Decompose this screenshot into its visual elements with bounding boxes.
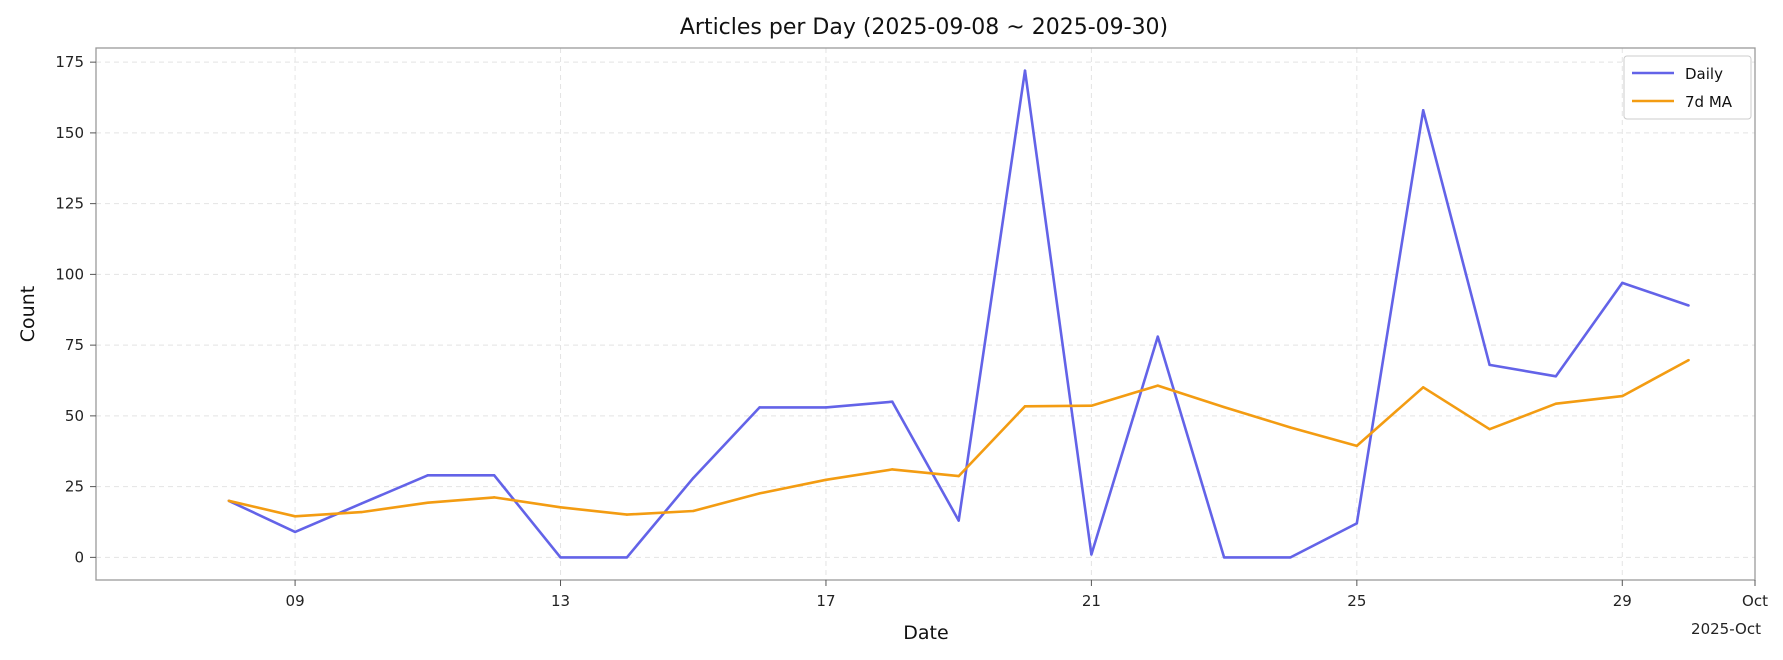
x-tick-label: 21 [1082, 592, 1101, 610]
y-tick-label: 125 [55, 195, 84, 213]
data-point [492, 474, 496, 477]
data-point [293, 530, 297, 534]
data-point [1355, 522, 1359, 525]
data-point [1621, 281, 1624, 285]
data-point [360, 502, 363, 505]
y-tick-label: 50 [65, 407, 84, 425]
y-tick-label: 75 [65, 336, 84, 354]
data-point [227, 499, 230, 502]
x-axis-title: Date [903, 622, 948, 644]
y-axis-ticks: 0 25 50 75 100 125 150 175 [55, 53, 96, 566]
legend-label-7d-ma: 7d MA [1685, 93, 1733, 111]
data-point [692, 476, 695, 480]
data-point [1488, 363, 1491, 367]
data-point [1156, 335, 1159, 338]
data-point [1554, 402, 1558, 405]
x-axis-ticks: 09 13 17 21 25 29 Oct [286, 580, 1768, 610]
data-point [1687, 358, 1690, 362]
data-point [758, 492, 761, 495]
y-tick-label: 175 [55, 53, 84, 71]
data-point [824, 478, 828, 482]
data-point [559, 556, 562, 559]
x-tick-label: 13 [551, 592, 570, 610]
data-point [1090, 553, 1093, 556]
data-point [1422, 109, 1425, 112]
legend-label-daily: Daily [1685, 65, 1723, 83]
data-point [957, 474, 960, 478]
data-point [559, 506, 562, 509]
data-point [692, 509, 695, 513]
data-point [824, 406, 828, 409]
x-tick-label: 25 [1347, 592, 1366, 610]
data-point [625, 556, 629, 559]
x-tick-label: 09 [286, 592, 305, 610]
data-point [1023, 405, 1027, 408]
data-point [1488, 427, 1491, 431]
x-tick-label: 17 [816, 592, 835, 610]
plot-frame [95, 47, 1756, 581]
data-point [1554, 375, 1558, 378]
data-point [1621, 394, 1624, 398]
data-point [360, 510, 363, 514]
y-tick-label: 150 [55, 124, 84, 142]
series-lines [227, 69, 1690, 559]
grid-lines [96, 48, 1756, 580]
data-point [426, 474, 429, 477]
y-tick-label: 100 [55, 265, 84, 283]
y-tick-label: 0 [74, 548, 84, 566]
x-tick-label: 29 [1613, 592, 1632, 610]
data-point [758, 406, 761, 409]
data-point [957, 519, 960, 522]
data-point [1289, 426, 1292, 429]
data-point [426, 501, 429, 504]
data-point [1422, 386, 1425, 389]
data-point [1355, 444, 1359, 448]
x-tick-label: Oct [1742, 592, 1768, 610]
data-point [1222, 405, 1226, 409]
x-axis-offset-label: 2025-Oct [1691, 620, 1761, 638]
chart-title: Articles per Day (2025-09-08 ~ 2025-09-3… [680, 15, 1168, 40]
data-point [1156, 384, 1159, 387]
data-point [492, 496, 496, 499]
data-point [625, 513, 629, 516]
legend: Daily 7d MA [1623, 55, 1752, 120]
data-point [1222, 556, 1226, 559]
y-tick-label: 25 [65, 478, 84, 496]
data-point [1687, 304, 1690, 307]
data-point [1023, 69, 1027, 72]
data-point [1090, 404, 1093, 407]
series-line-7d-ma [228, 358, 1690, 518]
data-point [891, 400, 894, 403]
y-axis-title: Count [17, 286, 39, 342]
data-point [293, 515, 297, 518]
series-line-daily [228, 69, 1690, 559]
data-point [891, 468, 894, 471]
data-point [1289, 556, 1292, 559]
